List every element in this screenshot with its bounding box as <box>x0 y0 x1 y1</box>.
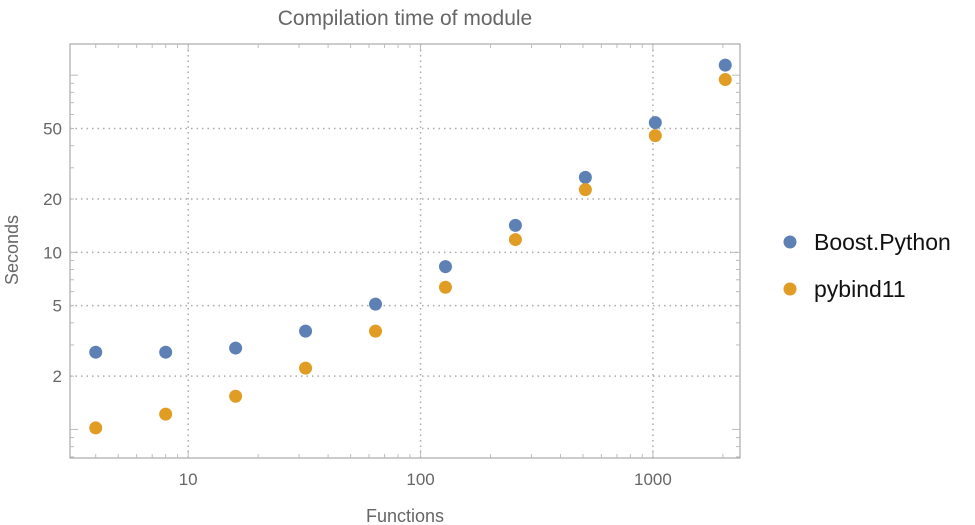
data-point-pybind11 <box>299 361 313 375</box>
data-point-pybind11 <box>718 73 732 87</box>
y-tick-label: 2 <box>53 367 62 386</box>
data-point-pybind11 <box>89 421 103 435</box>
ticks: 10 100 1000 2 5 10 20 50 <box>43 44 740 489</box>
data-point-boost-python <box>438 260 452 274</box>
data-point-boost-python <box>89 345 103 359</box>
data-point-boost-python <box>718 58 732 72</box>
data-point-boost-python <box>229 341 243 355</box>
data-point-pybind11 <box>159 407 173 421</box>
data-point-pybind11 <box>578 183 592 197</box>
data-point-boost-python <box>369 297 383 311</box>
data-point-boost-python <box>578 170 592 184</box>
y-tick-label: 5 <box>53 297 62 316</box>
legend: Boost.Python pybind11 <box>783 229 951 302</box>
plot-frame <box>69 43 741 459</box>
x-axis-label: Functions <box>366 506 444 525</box>
x-tick-label: 100 <box>406 470 434 489</box>
grid <box>70 44 740 458</box>
data-point-pybind11 <box>508 233 522 247</box>
legend-label-pybind11: pybind11 <box>814 276 906 302</box>
legend-label-boost-python: Boost.Python <box>814 229 951 255</box>
data-point-pybind11 <box>648 129 662 143</box>
x-tick-label: 10 <box>179 470 198 489</box>
data-point-boost-python <box>508 218 522 232</box>
y-tick-label: 10 <box>43 243 62 262</box>
data-point-pybind11 <box>369 324 383 338</box>
data-point-pybind11 <box>229 389 243 403</box>
legend-marker-boost-python <box>783 235 797 249</box>
y-tick-label: 20 <box>43 190 62 209</box>
y-tick-label: 50 <box>43 120 62 139</box>
data-point-pybind11 <box>438 280 452 294</box>
legend-marker-pybind11 <box>783 282 797 296</box>
data-point-boost-python <box>159 345 173 359</box>
x-tick-label: 1000 <box>634 470 672 489</box>
data-point-boost-python <box>299 324 313 338</box>
data-points <box>89 58 732 435</box>
chart-title: Compilation time of module <box>278 7 532 30</box>
y-axis-label: Seconds <box>2 215 22 285</box>
data-point-boost-python <box>648 116 662 130</box>
